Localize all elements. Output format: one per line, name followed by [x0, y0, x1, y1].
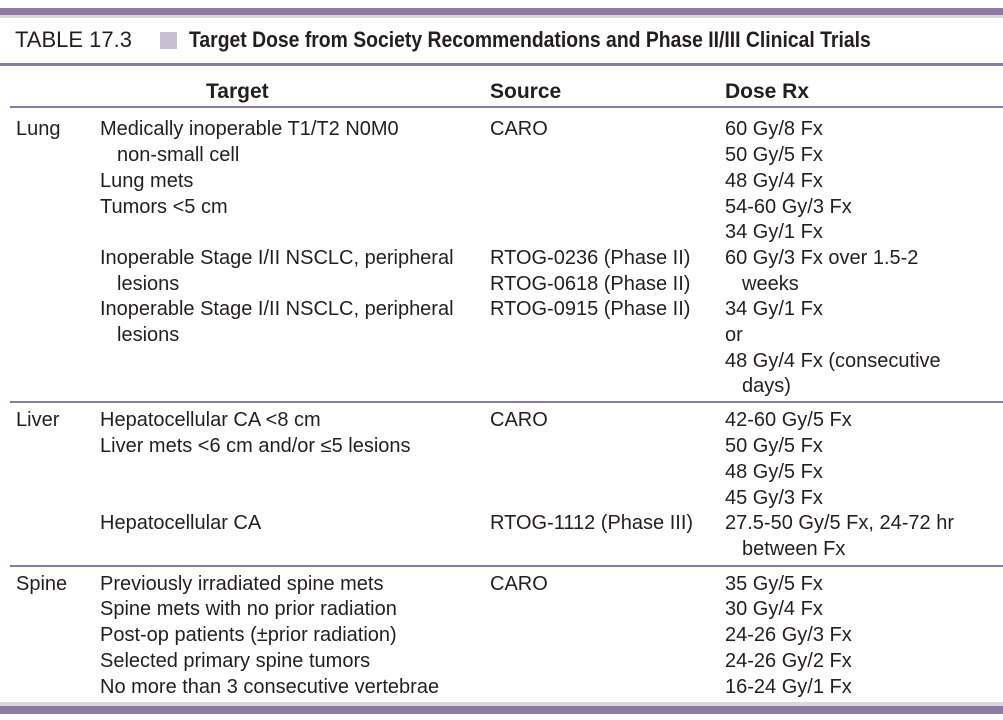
source-text: RTOG-1112 (Phase III) [490, 512, 694, 534]
dose-text: 42-60 Gy/5 Fx [725, 409, 852, 431]
title-band-shade [0, 15, 1003, 18]
header-dose: Dose Rx [725, 80, 810, 103]
dose-text: 24-26 Gy/2 Fx [725, 650, 852, 672]
dose-text: 50 Gy/5 Fx [725, 144, 823, 166]
title-bottom-border [0, 63, 1003, 66]
dose-text: 48 Gy/4 Fx (consecutive [725, 350, 941, 372]
bottom-band-shade [0, 702, 1003, 706]
source-text: RTOG-0236 (Phase II) [490, 247, 691, 269]
dose-text: 48 Gy/4 Fx [725, 170, 823, 192]
category-lung: Lung [16, 118, 61, 140]
target-text: Lung mets [100, 170, 194, 192]
target-text: Inoperable Stage I/II NSCLC, peripheral [100, 298, 454, 320]
dose-text: 50 Gy/5 Fx [725, 435, 823, 457]
dose-text: 34 Gy/1 Fx [725, 298, 823, 320]
dose-text: between Fx [742, 538, 846, 560]
target-text: Hepatocellular CA <8 cm [100, 409, 321, 431]
dose-text: 45 Gy/3 Fx [725, 487, 823, 509]
dose-text: days) [742, 375, 791, 397]
dose-text: 54-60 Gy/3 Fx [725, 196, 852, 218]
dose-text: 35 Gy/5 Fx [725, 573, 823, 595]
target-text: Medically inoperable T1/T2 N0M0 [100, 118, 399, 140]
target-text: Hepatocellular CA [100, 512, 262, 534]
target-text: Spine mets with no prior radiation [100, 598, 397, 620]
dose-text: 60 Gy/3 Fx over 1.5-2 [725, 247, 919, 269]
dose-text: 34 Gy/1 Fx [725, 221, 823, 243]
target-text: Previously irradiated spine mets [100, 573, 384, 595]
category-liver: Liver [16, 409, 60, 431]
target-text: lesions [117, 324, 180, 346]
target-text: Inoperable Stage I/II NSCLC, peripheral [100, 247, 454, 269]
target-text: Post-op patients (±prior radiation) [100, 624, 397, 646]
dose-text: 27.5-50 Gy/5 Fx, 24-72 hr [725, 512, 955, 534]
table-number: TABLE 17.3 [15, 27, 132, 52]
header-rule [10, 106, 1003, 108]
target-text: non-small cell [117, 144, 240, 166]
header-source: Source [490, 80, 562, 103]
header-target: Target [206, 80, 269, 103]
group-rule-liver [10, 565, 1003, 567]
category-spine: Spine [16, 573, 68, 595]
dose-text: 24-26 Gy/3 Fx [725, 624, 852, 646]
dose-text: 60 Gy/8 Fx [725, 118, 823, 140]
group-rule-lung [10, 401, 1003, 403]
source-text: RTOG-0915 (Phase II) [490, 298, 691, 320]
bottom-border [0, 706, 1003, 714]
target-text: Tumors <5 cm [100, 196, 228, 218]
target-text: Liver mets <6 cm and/or ≤5 lesions [100, 435, 411, 457]
dose-text: 30 Gy/4 Fx [725, 598, 823, 620]
top-border [0, 8, 1003, 15]
target-text: Selected primary spine tumors [100, 650, 371, 672]
dose-text: 48 Gy/5 Fx [725, 461, 823, 483]
target-text: No more than 3 consecutive vertebrae [100, 676, 440, 698]
title-separator-square [160, 32, 177, 49]
source-text: CARO [490, 573, 548, 595]
source-text: RTOG-0618 (Phase II) [490, 273, 691, 295]
dose-text: weeks [742, 273, 799, 295]
dose-text: or [725, 324, 743, 346]
target-text: lesions [117, 273, 180, 295]
table-title: Target Dose from Society Recommendations… [189, 27, 871, 52]
dose-text: 16-24 Gy/1 Fx [725, 676, 852, 698]
source-text: CARO [490, 409, 548, 431]
source-text: CARO [490, 118, 548, 140]
